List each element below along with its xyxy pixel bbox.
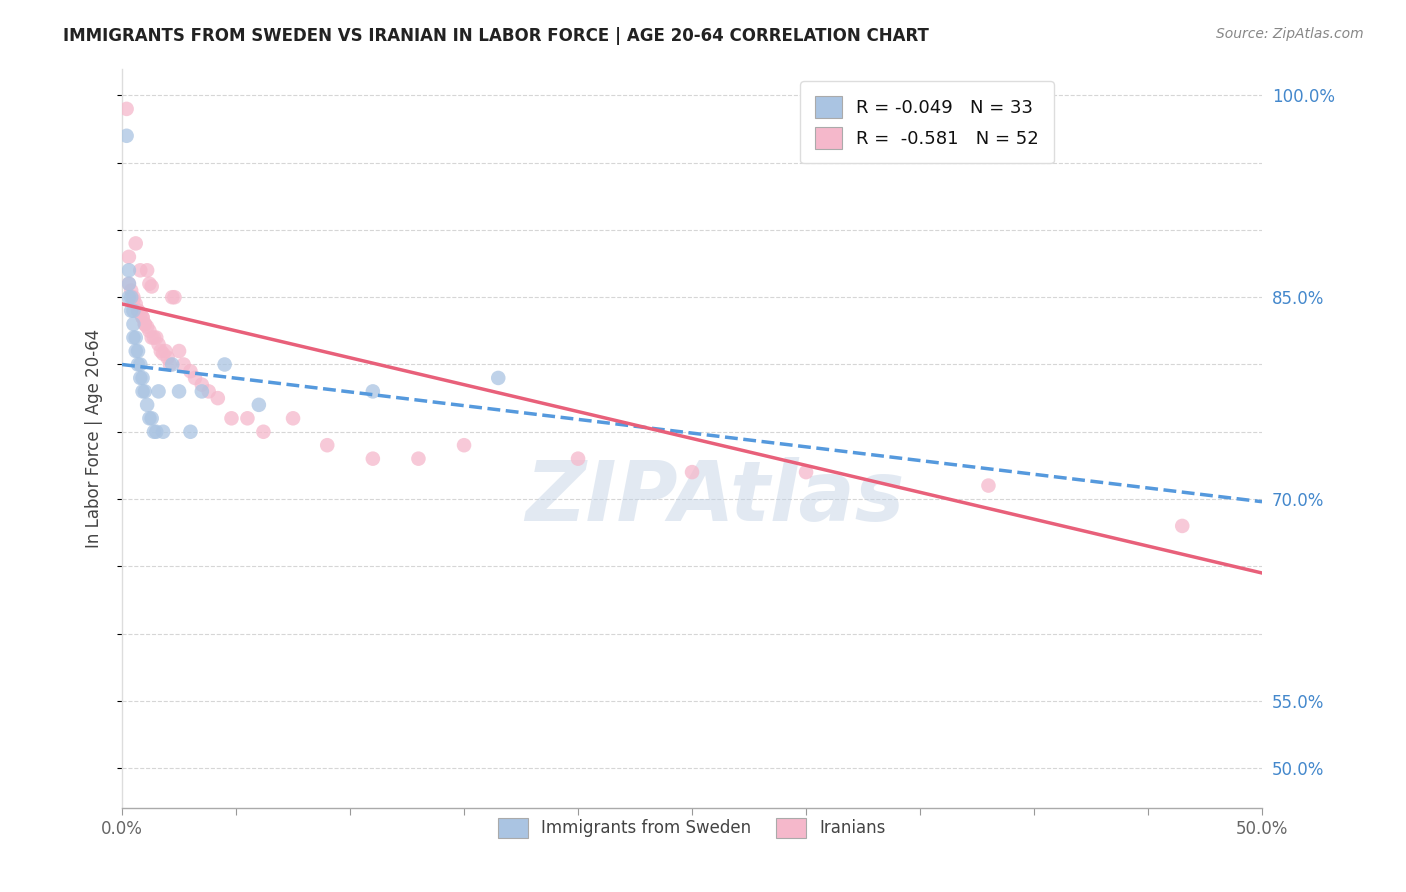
Point (118, 277, 141, 291)
Point (167, 384, 190, 399)
Point (122, 317, 145, 331)
Point (125, 330, 148, 344)
Point (131, 371, 153, 385)
Point (567, 451, 589, 466)
Point (125, 236, 148, 251)
Point (141, 330, 163, 344)
Point (159, 358, 181, 372)
Point (191, 384, 214, 399)
Point (122, 303, 145, 318)
Point (1171, 519, 1194, 533)
Point (129, 371, 152, 385)
Text: Source: ZipAtlas.com: Source: ZipAtlas.com (1216, 27, 1364, 41)
Point (125, 297, 148, 311)
Point (120, 290, 142, 304)
Point (794, 465, 817, 479)
Point (361, 384, 384, 399)
Point (141, 279, 163, 293)
Point (138, 277, 160, 291)
Legend: Immigrants from Sweden, Iranians: Immigrants from Sweden, Iranians (491, 811, 893, 845)
Point (247, 398, 270, 412)
Point (207, 391, 229, 405)
Point (136, 398, 159, 412)
Point (145, 425, 167, 439)
Point (179, 364, 201, 378)
Point (149, 344, 172, 359)
Point (131, 310, 153, 325)
Point (163, 290, 186, 304)
Point (120, 303, 142, 318)
Point (122, 290, 145, 304)
Point (127, 303, 149, 318)
Point (129, 263, 152, 277)
Point (129, 358, 152, 372)
Point (118, 263, 141, 277)
Point (138, 411, 160, 425)
Point (408, 451, 430, 466)
Point (148, 384, 170, 399)
Point (977, 478, 1000, 492)
Point (131, 384, 153, 399)
Point (160, 290, 183, 304)
Point (118, 250, 141, 264)
Point (122, 293, 145, 307)
Point (156, 351, 179, 365)
Point (281, 411, 304, 425)
Point (127, 303, 149, 318)
Text: ZIPAtlas: ZIPAtlas (526, 458, 904, 538)
Point (252, 425, 274, 439)
Point (143, 330, 166, 344)
Point (138, 324, 160, 338)
Point (129, 306, 152, 320)
Point (155, 344, 177, 359)
Point (681, 465, 703, 479)
Point (122, 330, 145, 344)
Point (486, 371, 509, 385)
Point (160, 358, 183, 372)
Point (127, 344, 149, 359)
Point (115, 128, 138, 143)
Point (131, 310, 153, 325)
Point (236, 411, 259, 425)
Y-axis label: In Labor Force | Age 20-64: In Labor Force | Age 20-64 (86, 329, 103, 548)
Point (141, 411, 163, 425)
Point (197, 384, 219, 399)
Point (134, 384, 156, 399)
Point (167, 344, 190, 359)
Point (134, 317, 156, 331)
Point (136, 263, 159, 277)
Point (152, 347, 174, 361)
Point (148, 337, 170, 351)
Point (143, 425, 166, 439)
Point (152, 425, 174, 439)
Point (361, 451, 384, 466)
Point (120, 284, 142, 298)
Point (214, 358, 236, 372)
Point (316, 438, 339, 452)
Point (179, 425, 201, 439)
Point (115, 102, 138, 116)
Point (125, 344, 148, 359)
Point (221, 411, 243, 425)
Point (453, 438, 475, 452)
Point (127, 358, 149, 372)
Point (118, 277, 141, 291)
Point (184, 371, 207, 385)
Text: IMMIGRANTS FROM SWEDEN VS IRANIAN IN LABOR FORCE | AGE 20-64 CORRELATION CHART: IMMIGRANTS FROM SWEDEN VS IRANIAN IN LAB… (63, 27, 929, 45)
Point (145, 330, 167, 344)
Point (118, 290, 141, 304)
Point (136, 319, 159, 334)
Point (173, 358, 195, 372)
Point (191, 377, 214, 392)
Point (134, 317, 156, 331)
